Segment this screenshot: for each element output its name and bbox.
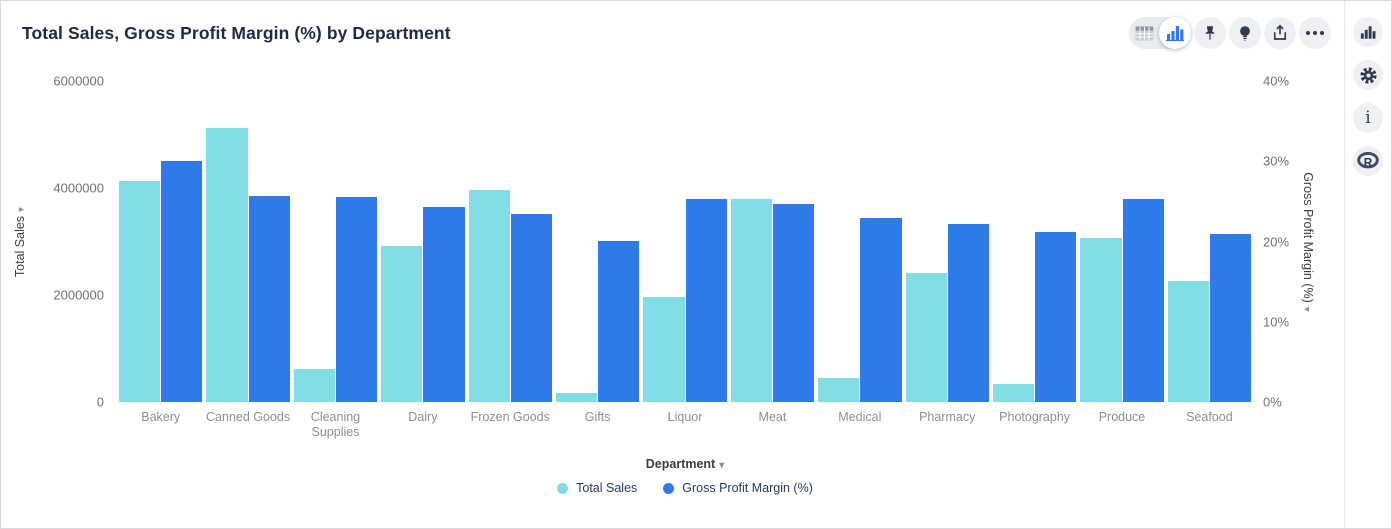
legend-swatch xyxy=(663,482,675,494)
ellipsis-icon xyxy=(1306,31,1324,35)
bar-total-sales[interactable] xyxy=(818,378,860,402)
bar-gross-profit-margin[interactable] xyxy=(510,214,552,402)
legend-label: Total Sales xyxy=(576,481,638,495)
category-label: Bakery xyxy=(141,410,181,424)
category-label: Meat xyxy=(758,410,787,424)
category-label: Dairy xyxy=(408,410,438,424)
bar-group-produce: Produce xyxy=(1080,81,1164,424)
bar-gross-profit-margin[interactable] xyxy=(947,223,989,402)
bar-gross-profit-margin[interactable] xyxy=(685,198,727,402)
bar-group-medical: Medical xyxy=(818,81,902,424)
pin-icon xyxy=(1201,24,1219,42)
bar-gross-profit-margin[interactable] xyxy=(423,207,465,402)
legend-swatch xyxy=(557,482,569,494)
share-button[interactable] xyxy=(1264,17,1296,49)
bar-gross-profit-margin[interactable] xyxy=(860,218,902,402)
gear-icon xyxy=(1359,66,1378,85)
r-language-button[interactable]: R xyxy=(1353,146,1383,176)
chart-toolbar xyxy=(1129,17,1331,49)
bar-chart-icon xyxy=(1360,25,1376,40)
pin-button[interactable] xyxy=(1194,17,1226,49)
bar-total-sales[interactable] xyxy=(643,297,685,402)
bar-total-sales[interactable] xyxy=(1080,237,1122,402)
bar-gross-profit-margin[interactable] xyxy=(772,203,815,402)
chart-legend: Total Sales Gross Profit Margin (%) xyxy=(119,481,1251,495)
axis-tick-label: 4000000 xyxy=(53,180,104,196)
left-axis-ticks: 0 2000000 4000000 6000000 xyxy=(1,74,104,410)
axis-tick-label: 6000000 xyxy=(53,73,104,89)
bar-total-sales[interactable] xyxy=(992,384,1035,402)
axis-tick-label: 20% xyxy=(1263,234,1290,249)
bar-total-sales[interactable] xyxy=(555,392,598,402)
lightbulb-button[interactable] xyxy=(1229,17,1261,49)
category-label: Cleaning Supplies xyxy=(310,410,361,439)
table-icon xyxy=(1135,26,1154,41)
axis-tick-label: 0% xyxy=(1263,394,1282,410)
category-label: Frozen Goods xyxy=(470,410,550,424)
settings-button[interactable] xyxy=(1353,60,1383,90)
bar-group-liquor: Liquor xyxy=(643,81,727,424)
bar-gross-profit-margin[interactable] xyxy=(1122,198,1164,402)
category-label: Seafood xyxy=(1186,410,1233,424)
chart-view-button[interactable] xyxy=(1159,17,1191,49)
bar-total-sales[interactable] xyxy=(730,199,772,402)
share-export-icon xyxy=(1271,24,1289,42)
bar-total-sales[interactable] xyxy=(206,127,248,402)
bar-gross-profit-margin[interactable] xyxy=(335,196,378,402)
chart-options-button[interactable] xyxy=(1353,17,1383,47)
category-label: Pharmacy xyxy=(919,410,976,424)
bar-group-photography: Photography xyxy=(992,81,1077,424)
bar-group-canned-goods: Canned Goods xyxy=(206,81,290,424)
axis-tick-label: 40% xyxy=(1263,73,1290,89)
category-label: Medical xyxy=(838,410,882,424)
bar-group-gifts: Gifts xyxy=(555,81,640,424)
table-view-button[interactable] xyxy=(1129,17,1159,49)
bar-gross-profit-margin[interactable] xyxy=(1209,234,1252,402)
category-label: Photography xyxy=(999,410,1071,424)
bar-group-bakery: Bakery xyxy=(119,81,203,424)
bar-total-sales[interactable] xyxy=(293,368,335,402)
bar-total-sales[interactable] xyxy=(905,273,947,402)
right-icon-rail: i R xyxy=(1344,1,1391,528)
svg-text:R: R xyxy=(1364,156,1373,170)
axis-tick-label: 2000000 xyxy=(53,287,104,303)
bar-gross-profit-margin[interactable] xyxy=(1035,231,1077,402)
axis-tick-label: 0 xyxy=(96,394,104,410)
info-button[interactable]: i xyxy=(1353,103,1383,133)
r-logo-icon: R xyxy=(1357,152,1379,170)
category-label: Liquor xyxy=(667,410,703,424)
view-toggle xyxy=(1129,17,1191,49)
category-label: Canned Goods xyxy=(206,410,291,424)
axis-tick-label: 10% xyxy=(1263,314,1290,330)
bar-group-frozen-goods: Frozen Goods xyxy=(468,81,552,424)
bar-total-sales[interactable] xyxy=(468,190,510,402)
bar-total-sales[interactable] xyxy=(1167,280,1209,402)
bar-group-pharmacy: Pharmacy xyxy=(905,81,989,424)
legend-label: Gross Profit Margin (%) xyxy=(682,481,813,495)
axis-caret-icon: ▾ xyxy=(719,460,725,471)
bar-total-sales[interactable] xyxy=(381,245,423,402)
x-axis-title[interactable]: Department ▾ xyxy=(645,457,725,471)
bar-gross-profit-margin[interactable] xyxy=(598,240,640,402)
axis-tick-label: 30% xyxy=(1263,153,1290,169)
bar-group-meat: Meat xyxy=(730,81,815,424)
bar-gross-profit-margin[interactable] xyxy=(248,195,290,402)
bar-chart-icon xyxy=(1166,25,1184,41)
bar-group-dairy: Dairy xyxy=(381,81,465,424)
category-label: Produce xyxy=(1098,410,1146,424)
bar-gross-profit-margin[interactable] xyxy=(161,161,203,402)
legend-item-gross-profit-margin[interactable]: Gross Profit Margin (%) xyxy=(663,481,813,495)
category-label: Gifts xyxy=(584,410,611,424)
right-axis-ticks: 0% 10% 20% 30% 40% xyxy=(1263,74,1308,410)
bar-total-sales[interactable] xyxy=(119,180,161,402)
more-options-button[interactable] xyxy=(1299,17,1331,49)
info-icon: i xyxy=(1365,108,1371,128)
page-title: Total Sales, Gross Profit Margin (%) by … xyxy=(22,23,451,43)
plot-area: Bakery Canned Goods Cleaning Supplies Dairy… xyxy=(119,81,1252,439)
lightbulb-icon xyxy=(1236,24,1254,42)
legend-item-total-sales[interactable]: Total Sales xyxy=(557,481,637,495)
bar-group-cleaning-supplies: Cleaning Supplies xyxy=(293,81,378,439)
bar-group-seafood: Seafood xyxy=(1167,81,1252,424)
